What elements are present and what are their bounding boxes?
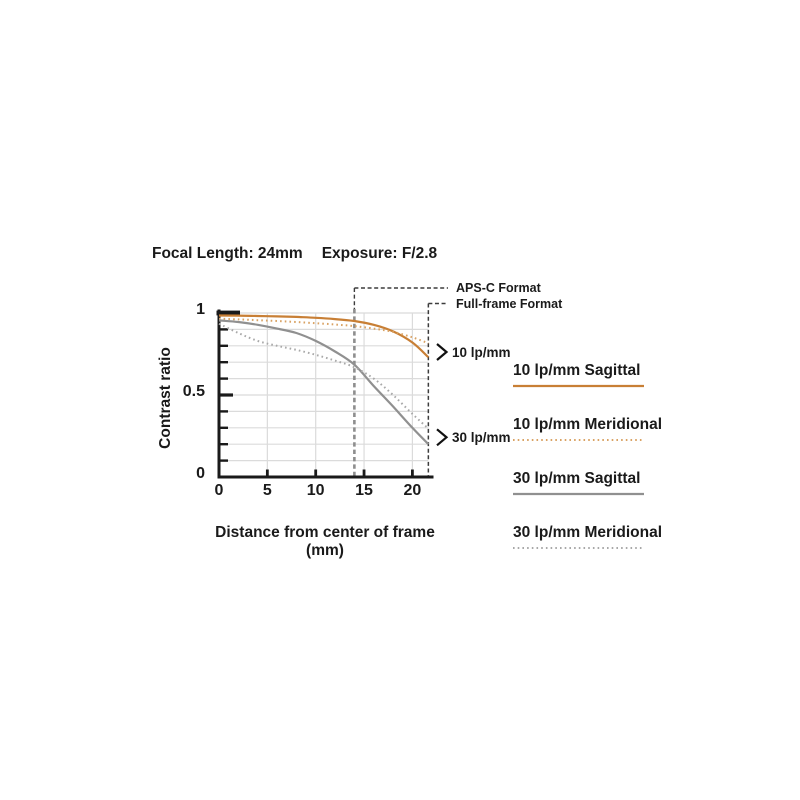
legend-item: 30 lp/mm Meridional: [513, 523, 673, 551]
x-tick: [314, 469, 318, 477]
exposure-label: Exposure: F/2.8: [321, 245, 438, 262]
group-label-30lpmm: 30 lp/mm: [452, 430, 511, 445]
curve-10-lp-mm-sagittal: [218, 314, 430, 359]
legend-item: 30 lp/mm Sagittal: [513, 469, 673, 497]
focal-length-label: Focal Length: 24mm: [152, 245, 303, 262]
brace-10-lp-mm: [436, 343, 449, 361]
y-tick-minor: [219, 377, 228, 380]
y-tick-minor: [219, 328, 228, 331]
curve-10-lp-mm-meridional: [218, 317, 429, 345]
y-tick-minor: [219, 459, 228, 462]
x-tick-label: 20: [403, 482, 422, 499]
y-tick-top-bar: [216, 310, 240, 316]
legend-item-label: 10 lp/mm Meridional: [513, 416, 663, 433]
legend-item-label: 30 lp/mm Sagittal: [513, 470, 641, 487]
full-frame-format-label: Full-frame Format: [456, 297, 563, 311]
legend-line-sample: [513, 547, 644, 549]
y-tick-minor: [219, 344, 228, 347]
y-tick-minor: [219, 410, 228, 413]
chart-title: Focal Length: 24mm Exposure: F/2.8: [152, 245, 437, 263]
curve-30-lp-mm-meridional: [218, 322, 430, 430]
x-tick-label: 10: [306, 482, 325, 499]
y-tick-label: 1: [196, 301, 205, 318]
legend-line-sample: [513, 384, 644, 388]
curve-30-lp-mm-sagittal: [218, 319, 430, 445]
x-tick: [362, 469, 366, 477]
brace-30-lp-mm: [436, 428, 449, 447]
legend-item-label: 10 lp/mm Sagittal: [513, 362, 641, 379]
legend: 10 lp/mm Sagittal 10 lp/mm Meridional 30 l…: [513, 361, 673, 577]
y-tick-minor: [219, 443, 228, 446]
legend-item-label: 30 lp/mm Meridional: [513, 524, 663, 541]
legend-item: 10 lp/mm Meridional: [513, 415, 673, 443]
group-label-10lpmm: 10 lp/mm: [452, 345, 511, 360]
y-tick-major: [219, 393, 233, 397]
y-tick-minor: [219, 361, 228, 364]
legend-line-sample: [513, 492, 644, 496]
x-tick-label: 0: [214, 482, 224, 499]
x-tick: [411, 469, 414, 477]
x-tick: [265, 469, 269, 477]
legend-line-sample: [513, 439, 644, 441]
legend-item: 10 lp/mm Sagittal: [513, 361, 673, 389]
y-tick-label: 0: [196, 465, 205, 482]
x-axis-title: Distance from center of frame (mm): [215, 524, 435, 559]
x-tick-label: 5: [262, 482, 272, 499]
x-tick-label: 15: [355, 482, 373, 499]
aps-c-format-label: APS-C Format: [456, 281, 541, 295]
y-tick-minor: [219, 426, 228, 429]
y-tick-label: 0.5: [182, 383, 205, 400]
